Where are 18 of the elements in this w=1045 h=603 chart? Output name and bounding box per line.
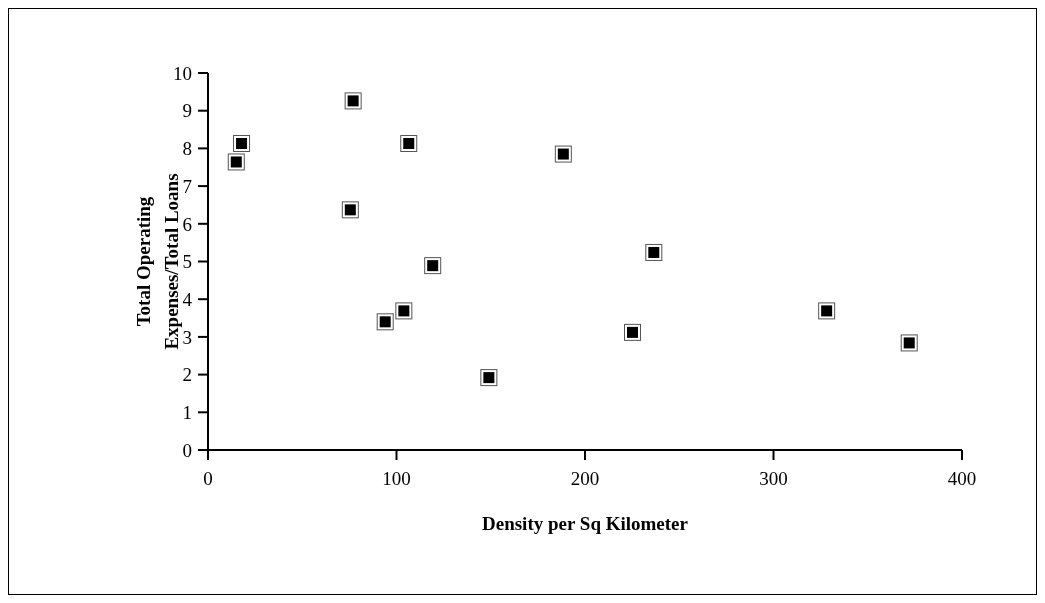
y-tick-label: 3 (182, 326, 192, 348)
y-tick-label: 5 (182, 251, 192, 273)
y-tick-label: 7 (182, 175, 192, 197)
y-tick-label: 4 (182, 288, 193, 310)
y-tick-label: 8 (182, 138, 192, 160)
x-tick-label: 200 (570, 468, 600, 490)
y-tick-label: 6 (182, 213, 192, 235)
x-tick-label: 100 (382, 468, 411, 490)
x-tick-label: 400 (947, 468, 977, 490)
x-axis-title: Density per Sq Kilometer (482, 513, 689, 534)
y-tick-label: 1 (182, 402, 192, 424)
y-tick-label: 10 (173, 62, 192, 84)
x-tick-label: 300 (759, 468, 788, 490)
y-tick-label: 2 (182, 364, 192, 386)
y-tick-label: 0 (182, 439, 192, 461)
x-tick-label: 0 (203, 468, 213, 490)
y-tick-label: 9 (182, 100, 192, 122)
y-axis-title: Total Operating Expenses/Total Loans (133, 173, 182, 350)
